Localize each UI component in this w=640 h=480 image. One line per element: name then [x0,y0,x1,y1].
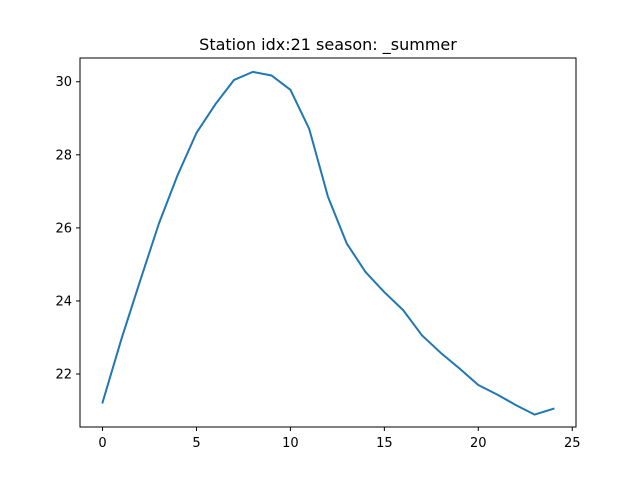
chart-title: Station idx:21 season: _summer [199,35,457,55]
y-tick-label: 26 [55,221,72,236]
x-tick-label: 5 [192,436,200,451]
y-axis: 22 24 26 28 30 [55,75,80,383]
x-tick-label: 10 [282,436,299,451]
y-tick-label: 28 [55,148,72,163]
x-tick-label: 20 [470,436,487,451]
y-tick-label: 22 [55,368,72,383]
axes-frame [79,57,577,428]
x-tick-label: 15 [376,436,393,451]
y-tick-label: 30 [55,75,72,90]
series-line-0 [101,70,555,416]
x-axis: 0 5 10 15 20 25 [98,427,581,451]
plot-area [101,70,555,416]
x-tick-label: 25 [564,436,581,451]
x-tick-label: 0 [98,436,106,451]
y-tick-label: 24 [55,294,72,309]
